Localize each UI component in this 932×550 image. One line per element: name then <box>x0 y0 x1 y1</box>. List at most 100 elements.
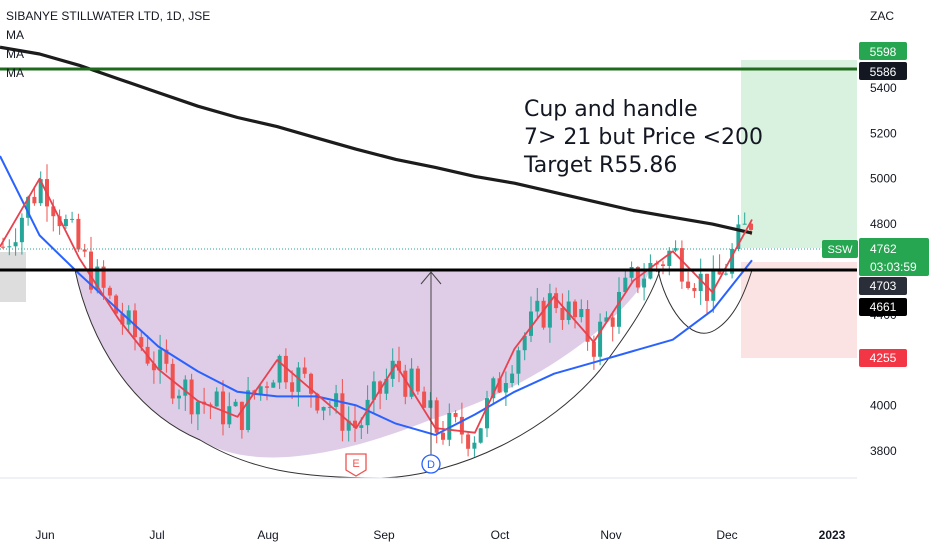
tag-ma-200: 4703 <box>859 277 907 295</box>
candle-down <box>441 432 445 440</box>
candle-down <box>686 281 691 288</box>
candle-down <box>403 370 408 397</box>
candle-down <box>51 206 56 217</box>
tag-stop: 4255 <box>859 349 907 367</box>
candle-up <box>296 367 301 392</box>
candle-down <box>560 308 565 320</box>
dividend-marker[interactable]: D <box>421 454 441 474</box>
candle-up <box>485 398 489 429</box>
indicator-ma-3[interactable]: MA <box>6 66 24 80</box>
candle-up <box>503 383 508 393</box>
candle-down <box>57 216 62 227</box>
candle-up <box>7 246 12 248</box>
candle-up <box>742 223 747 225</box>
tag-last-price: 4762 03:03:59 <box>859 238 929 276</box>
dividend-marker-label: D <box>427 459 435 471</box>
x-label-aug: Aug <box>257 528 278 542</box>
candle-down <box>541 300 546 328</box>
candle-down <box>239 401 244 430</box>
candle-down <box>139 337 144 347</box>
candle-up <box>233 401 238 407</box>
candle-down <box>151 363 156 371</box>
ma-200-line <box>0 45 753 235</box>
candle-up <box>384 378 389 394</box>
candle-up <box>510 373 515 383</box>
tag-ma-200-text: 4703 <box>870 279 897 293</box>
candle-up <box>667 250 672 266</box>
candle-up <box>730 249 735 274</box>
earnings-marker-label: E <box>352 458 359 470</box>
candle-up <box>736 224 741 249</box>
candle-up <box>195 401 200 415</box>
candle-down <box>397 360 401 371</box>
candle-up <box>38 179 43 204</box>
indicator-ma-1[interactable]: MA <box>6 28 24 42</box>
candle-up <box>158 349 163 371</box>
candle-down <box>585 309 590 342</box>
candle-up <box>409 368 414 397</box>
tag-countdown-text: 03:03:59 <box>870 260 917 274</box>
y-tick-label: 4800 <box>870 217 897 231</box>
candle-up <box>447 413 452 440</box>
measure-arrow-head <box>420 271 442 285</box>
candle-down <box>434 400 439 433</box>
candle-down <box>453 413 458 417</box>
candle-up <box>629 267 634 278</box>
cup-shaded-area <box>75 270 650 458</box>
candle-up <box>95 266 100 290</box>
tag-last-price-text: 4762 <box>870 242 897 256</box>
x-label-sep: Sep <box>373 528 395 542</box>
annotation-line-2[interactable]: 7> 21 but Price <200 <box>524 125 763 150</box>
candle-down <box>422 391 427 408</box>
candle-down <box>717 268 722 275</box>
tag-ticker-text: SSW <box>827 244 853 256</box>
candle-up <box>723 273 728 275</box>
candle-up <box>472 442 477 449</box>
candle-up <box>579 309 584 318</box>
y-tick-label: 3800 <box>870 444 897 458</box>
tag-resistance: 5586 <box>859 62 907 80</box>
candle-down <box>309 373 313 394</box>
stop-loss-zone <box>741 262 857 358</box>
candle-up <box>529 311 533 336</box>
tag-resistance-text: 5586 <box>870 65 897 79</box>
candle-down <box>82 249 87 252</box>
candle-down <box>497 378 502 393</box>
annotation-line-1[interactable]: Cup and handle <box>524 97 698 122</box>
candle-up <box>547 293 552 328</box>
left-grey-zone <box>0 252 26 302</box>
candle-up <box>491 378 496 399</box>
tag-ma-21: 4661 <box>859 298 907 316</box>
time-axis[interactable]: Jun Jul Aug Sep Oct Nov Dec 2023 <box>35 528 845 542</box>
candle-down <box>164 349 169 364</box>
y-tick-label: 5000 <box>870 172 897 186</box>
candle-up <box>26 196 31 218</box>
x-label-dec: Dec <box>716 528 737 542</box>
handle-outline <box>657 269 753 334</box>
candle-down <box>573 301 577 318</box>
candle-up <box>214 391 219 407</box>
candle-down <box>679 248 684 282</box>
tag-ticker: SSW <box>822 240 858 258</box>
candle-up <box>321 407 326 411</box>
x-label-oct: Oct <box>491 528 510 542</box>
indicator-ma-2[interactable]: MA <box>6 47 24 61</box>
x-label-2023: 2023 <box>819 528 846 542</box>
earnings-marker[interactable]: E <box>345 453 367 477</box>
candle-up <box>617 292 621 327</box>
candle-down <box>302 367 307 374</box>
annotation-line-3[interactable]: Target R55.86 <box>523 153 677 178</box>
candle-down <box>107 287 112 296</box>
candle-down <box>459 416 464 435</box>
profit-target-zone <box>741 60 857 248</box>
candle-up <box>346 420 351 431</box>
candle-down <box>114 295 119 314</box>
candle-up <box>277 355 282 383</box>
y-tick-label: 5200 <box>870 126 897 140</box>
candle-down <box>353 420 357 428</box>
candle-down <box>265 386 269 388</box>
candle-down <box>101 266 106 288</box>
candle-up <box>246 390 251 430</box>
candle-up <box>642 278 647 288</box>
